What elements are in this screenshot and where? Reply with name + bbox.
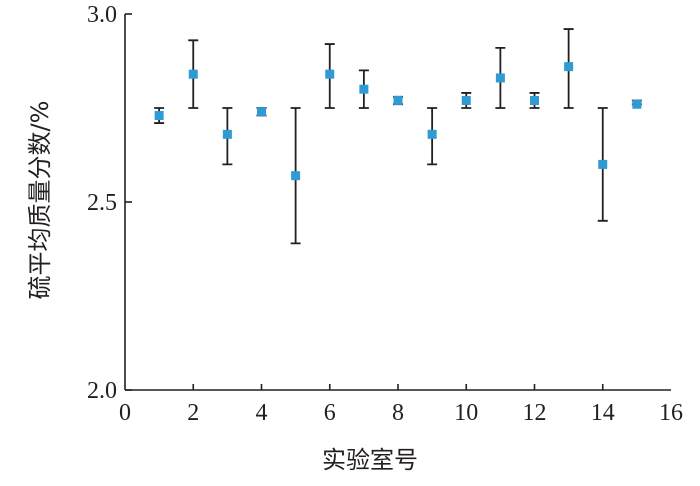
x-tick-label: 14 [591, 400, 615, 426]
x-tick-label: 6 [324, 400, 336, 426]
data-point [393, 95, 403, 105]
data-point [188, 69, 198, 79]
axes [124, 14, 671, 391]
data-point [325, 69, 335, 79]
data-point [359, 84, 369, 94]
x-tick-label: 16 [659, 400, 683, 426]
data-point [291, 171, 301, 181]
ticks: 0 2 4 6 8 10 12 14 16 2.0 2.5 3.0 [87, 2, 683, 426]
y-tick-label: 3.0 [87, 2, 117, 28]
y-axis-title: 硫平均质量分数/% [26, 101, 54, 300]
x-tick-label: 0 [119, 400, 131, 426]
data-point [222, 129, 232, 139]
x-tick-label: 4 [256, 400, 268, 426]
x-axis-title: 实验室号 [322, 446, 418, 474]
data-point [257, 107, 266, 117]
data-point [461, 95, 471, 105]
data-point [427, 129, 437, 139]
y-tick-label: 2.5 [87, 190, 117, 216]
data-point [564, 62, 574, 72]
data-point [598, 159, 608, 169]
y-tick-label: 2.0 [87, 378, 117, 404]
data-marks [154, 28, 642, 245]
x-tick-label: 12 [523, 400, 547, 426]
data-point [154, 111, 164, 121]
data-point [632, 99, 642, 109]
data-point [530, 95, 539, 105]
x-tick-label: 8 [392, 400, 404, 426]
x-tick-label: 10 [454, 400, 478, 426]
data-point [495, 73, 505, 83]
x-tick-label: 2 [187, 400, 199, 426]
